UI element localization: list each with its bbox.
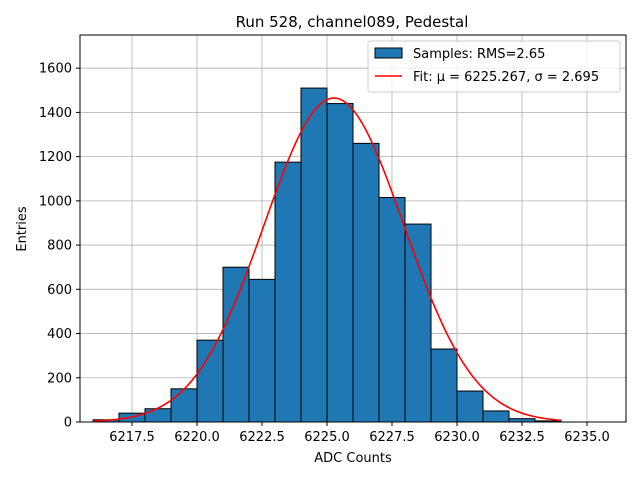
- histogram-bar-7: [274, 161, 302, 423]
- histogram-bar-13: [430, 348, 458, 423]
- histogram-bar-8: [300, 87, 328, 423]
- x-tick-label-3: 6225.0: [304, 430, 350, 445]
- legend-bar-swatch: [374, 47, 403, 59]
- gaussian-fit-line: [92, 97, 562, 422]
- histogram-bar-4: [196, 339, 224, 423]
- histogram-bar-15: [482, 410, 510, 423]
- y-tick-label-4: 800: [47, 239, 72, 254]
- y-tick-label-3: 600: [47, 283, 72, 298]
- histogram-bars: [92, 87, 562, 423]
- fit-curve: [92, 97, 562, 422]
- legend-box: [367, 40, 621, 93]
- x-tick-label-0: 6217.5: [109, 430, 155, 445]
- x-tick-label-5: 6230.0: [434, 430, 480, 445]
- y-tick-label-2: 400: [47, 327, 72, 342]
- y-tick-label-1: 200: [47, 371, 72, 386]
- legend-label-fit: Fit: μ = 6225.267, σ = 2.695: [413, 70, 599, 85]
- y-axis-label: Entries: [15, 206, 30, 252]
- histogram-bar-10: [352, 142, 380, 423]
- y-tick-label-6: 1200: [39, 150, 72, 165]
- legend-label-samples: Samples: RMS=2.65: [413, 47, 545, 62]
- legend: Samples: RMS=2.65 Fit: μ = 6225.267, σ =…: [367, 40, 621, 93]
- histogram-bar-2: [144, 408, 172, 423]
- histogram-bar-9: [326, 103, 354, 423]
- x-tick-label-2: 6222.5: [239, 430, 285, 445]
- x-tick-label-4: 6227.5: [369, 430, 415, 445]
- y-tick-label-8: 1600: [39, 62, 72, 77]
- y-tick-label-7: 1400: [39, 106, 72, 121]
- histogram-bar-3: [170, 388, 198, 423]
- x-tick-label-1: 6220.0: [174, 430, 220, 445]
- chart-title: Run 528, channel089, Pedestal: [236, 13, 469, 31]
- x-axis-label: ADC Counts: [314, 451, 392, 466]
- histogram-bar-11: [378, 197, 406, 423]
- x-tick-label-7: 6235.0: [564, 430, 610, 445]
- histogram-bar-5: [222, 266, 250, 423]
- histogram-bar-14: [456, 390, 484, 423]
- y-tick-label-0: 0: [64, 416, 72, 431]
- y-axis-ticks: 0 200 400 600 800 1000 1200 1400 1600: [39, 62, 80, 431]
- plot-frame: [79, 34, 627, 423]
- histogram-bar-12: [404, 223, 432, 423]
- histogram-bar-6: [248, 278, 276, 423]
- y-tick-label-5: 1000: [39, 194, 72, 209]
- x-tick-label-6: 6232.5: [499, 430, 545, 445]
- x-axis-ticks: 6217.5 6220.0 6222.5 6225.0 6227.5 6230.0 6232…: [109, 422, 610, 445]
